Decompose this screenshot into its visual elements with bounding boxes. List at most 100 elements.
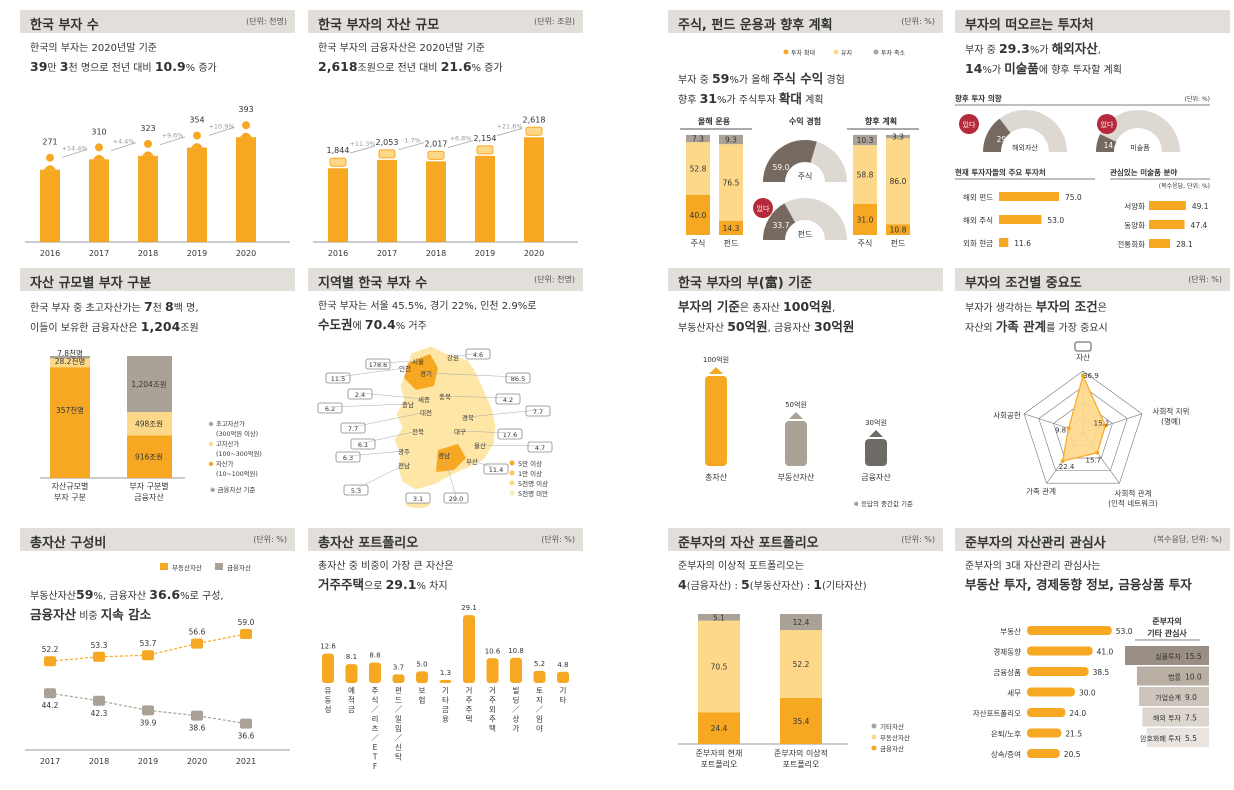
segment-label: 76.5 <box>723 178 740 187</box>
portfolio-bar-chart: 12.6유동성8.1예적금8.8주식／리츠／ETF3.7펀드／일임／신탁5.0보… <box>320 604 569 771</box>
region-value: 11.4 <box>489 466 503 474</box>
legend-dot <box>871 723 877 729</box>
unit-label: (단위: %) <box>1188 275 1222 284</box>
value-label: 2,017 <box>425 139 448 148</box>
x-tick-label: 주 <box>489 696 496 705</box>
panel-header: 주식, 펀드 운용과 향후 계획 (단위: %) <box>668 10 943 33</box>
stack-segment <box>50 367 90 478</box>
panel-header: 지역별 한국 부자 수 (단위: 천명) <box>308 268 583 291</box>
panel-description: 부동산자산59%, 금융자산 36.6%로 구성, 금융자산 비중 지속 감소 <box>30 586 224 626</box>
leader-line <box>479 444 541 447</box>
panel-description: 한국 부자의 금융자산은 2020년말 기준 2,618조원으로 전년 대비 2… <box>318 40 503 78</box>
bar <box>1027 667 1089 676</box>
x-tick-label: 츠 <box>372 724 379 733</box>
x-tick-label: 기 <box>442 686 449 695</box>
x-tick-label: 드 <box>395 696 402 705</box>
x-tick-label: 2018 <box>89 757 109 766</box>
value-label: 44.2 <box>42 701 59 710</box>
person-icon-head <box>46 153 54 162</box>
x-tick-label: ／ <box>395 705 403 714</box>
bar <box>236 137 256 242</box>
stack-segment <box>719 134 743 145</box>
yes-badge <box>753 198 773 218</box>
bar-label: 자산포트폴리오 <box>973 708 1021 718</box>
value-label: 39.9 <box>140 718 157 727</box>
desc-highlight: 부동산 투자, 경제동향 정보, 금융상품 투자 <box>965 577 1192 592</box>
panel-portfolio: 총자산 포트폴리오 (단위: %) 총자산 중 비중이 가장 큰 자산은 거주주택… <box>308 528 583 778</box>
person-icon-head <box>144 139 152 148</box>
segment-label: 7.3 <box>692 135 704 144</box>
legend-dot <box>833 49 839 55</box>
x-tick-label: 주 <box>466 696 473 705</box>
panel-header: 부자의 떠오르는 투자처 <box>955 10 1230 33</box>
desc-text: 자산외 <box>965 323 993 334</box>
leader-line <box>352 411 427 428</box>
desc-line: 준부자의 이상적 포트폴리오는 <box>678 561 804 572</box>
desc-text: %가 주식투자 <box>717 95 776 106</box>
growth-label: +9.6% <box>162 132 184 140</box>
region-name: 대전 <box>420 408 432 417</box>
ranking-value: 9.0 <box>1185 693 1197 702</box>
region-value: 5.3 <box>351 487 361 495</box>
value-label: 28.1 <box>1176 240 1193 249</box>
money-icon <box>476 145 494 155</box>
legend-dot <box>509 480 515 486</box>
value-label: 12.6 <box>320 643 336 651</box>
leader-line <box>425 372 519 378</box>
growth-label: +6.8% <box>450 135 472 143</box>
region-name: 충남 <box>402 400 414 409</box>
x-tick-label: 2016 <box>40 249 60 258</box>
ranking-block <box>1125 646 1209 665</box>
panel-header: 한국 부자의 자산 규모 (단위: 조원) <box>308 10 583 33</box>
desc-text: 부자가 생각하는 <box>965 303 1033 314</box>
desc-text: 에 향후 투자할 계획 <box>1038 65 1122 76</box>
bar <box>377 159 397 242</box>
radar-point <box>1060 459 1065 464</box>
house-icon <box>789 412 803 419</box>
data-point-icon <box>93 651 105 662</box>
region-name: 울산 <box>474 441 486 450</box>
desc-text: 조원으로 전년 대비 <box>357 63 438 74</box>
region-value: 178.6 <box>369 361 388 369</box>
desc-text: , 금융자산 <box>767 323 811 334</box>
value-label: 56.6 <box>189 628 206 637</box>
x-tick-label: 타 <box>560 696 567 705</box>
section-title: 향후 투자 의향 <box>955 93 1002 103</box>
segment-label: 35.4 <box>793 717 810 726</box>
data-point-icon <box>191 710 203 721</box>
bar <box>865 439 887 466</box>
x-tick-label: 2019 <box>187 249 207 258</box>
segment-label: 1,204조원 <box>131 380 166 389</box>
region-name: 충북 <box>439 392 451 401</box>
gauge-label: 펀드 <box>798 230 813 239</box>
stack-segment <box>698 712 740 744</box>
x-tick-label: 2019 <box>138 757 158 766</box>
person-icon-body <box>44 165 56 170</box>
desc-text: (금융자산) : <box>686 581 738 592</box>
desc-highlight: 29.1 <box>385 577 417 592</box>
panel-description: 한국 부자 중 초고자산가는 7천 8백 명, 이들이 보유한 금융자산은 1,… <box>30 298 199 338</box>
desc-text: %, 금융자산 <box>93 591 147 602</box>
stack-segment <box>686 134 710 143</box>
unit-label: (단위: %) <box>901 17 935 26</box>
region-value: 7.7 <box>533 408 543 416</box>
side-title: 준부자의 <box>1152 616 1181 626</box>
legend-label: 금융자산 <box>227 563 251 572</box>
x-tick-label: T <box>372 753 378 762</box>
bar <box>785 421 807 466</box>
radar-value: 22.4 <box>1059 463 1075 471</box>
side-title: 기타 관심사 <box>1147 628 1187 638</box>
subchart-header: 향후 계획 <box>865 116 897 126</box>
value-label: 30억원 <box>865 418 887 427</box>
bar <box>557 671 569 683</box>
legend-label: 초고자산가 <box>216 419 245 428</box>
radar-category-label: 사회적 관계 <box>1115 488 1152 498</box>
legend-dot <box>208 461 214 467</box>
house-icon <box>709 367 723 374</box>
segment-label: 916조원 <box>135 453 163 462</box>
panel-header: 준부자의 자산관리 관심사 (복수응답, 단위: %) <box>955 528 1230 551</box>
desc-highlight: 2,618 <box>318 59 358 74</box>
legend-dot <box>509 460 515 466</box>
